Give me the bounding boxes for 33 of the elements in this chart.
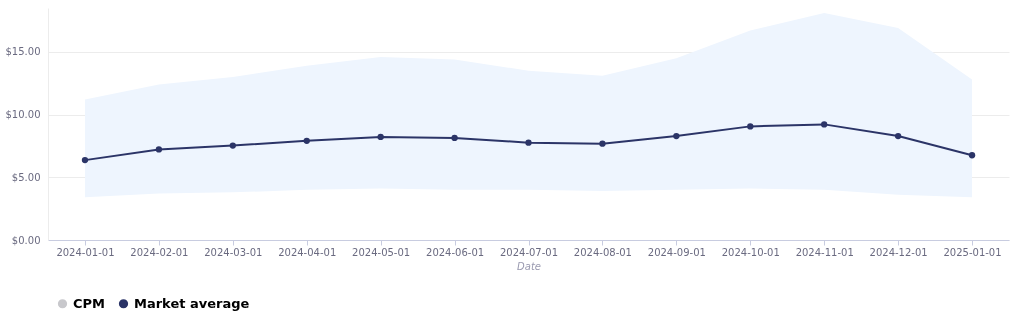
y-tick-label: $5.00 bbox=[11, 171, 41, 183]
point bbox=[821, 121, 828, 128]
point bbox=[303, 137, 310, 144]
x-tick-label: 2024-05-01 bbox=[352, 246, 411, 258]
y-tick-label: $15.00 bbox=[5, 46, 41, 58]
y-tick-label: $10.00 bbox=[5, 109, 41, 121]
point bbox=[673, 132, 680, 140]
legend-label: Market average bbox=[134, 295, 250, 311]
point bbox=[377, 133, 384, 141]
x-tick-label: 2024-12-01 bbox=[869, 246, 928, 258]
point bbox=[599, 140, 606, 147]
point bbox=[155, 146, 163, 153]
x-tick-label: 2024-03-01 bbox=[204, 246, 263, 258]
x-tick-label: 2024-04-01 bbox=[278, 246, 337, 258]
point bbox=[525, 139, 532, 146]
x-tick-label: 2024-09-01 bbox=[647, 246, 706, 258]
x-tick-label: 2024-02-01 bbox=[130, 246, 189, 258]
x-tick-label: 2025-01-01 bbox=[943, 246, 1002, 258]
legend-label: CPM bbox=[73, 295, 106, 311]
y-tick-label: $0.00 bbox=[11, 234, 41, 246]
point bbox=[894, 132, 902, 140]
x-tick-label: 2024-10-01 bbox=[721, 246, 780, 258]
x-tick-label: 2024-11-01 bbox=[795, 246, 854, 258]
x-tick-label: 2024-08-01 bbox=[573, 246, 632, 258]
x-tick-label: 2024-01-01 bbox=[56, 246, 115, 258]
point bbox=[968, 152, 976, 159]
point bbox=[229, 142, 236, 149]
point bbox=[747, 123, 754, 130]
x-tick-label: 2024-07-01 bbox=[499, 246, 559, 258]
point bbox=[81, 156, 89, 164]
x-axis-title: Date bbox=[517, 260, 541, 272]
x-tick-label: 2024-06-01 bbox=[426, 246, 485, 258]
point bbox=[451, 134, 458, 142]
